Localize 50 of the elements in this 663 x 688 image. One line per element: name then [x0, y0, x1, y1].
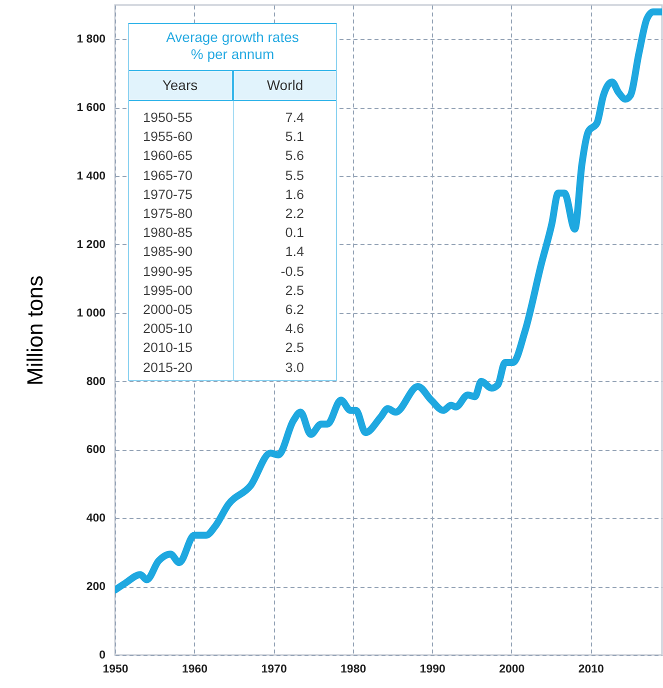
annotation: 4.6 [284, 320, 304, 338]
annotation: 1.6 [284, 186, 304, 204]
y-tick-label: 1 800 [76, 34, 106, 46]
x-tick-label: 1950 [102, 664, 128, 676]
annotation: 5.6 [284, 147, 304, 166]
annotation: 1980-85 [143, 224, 193, 242]
y-tick-label: 200 [86, 581, 106, 594]
annotation: 6.2 [284, 301, 304, 320]
x-tick-label: 1990 [420, 664, 446, 676]
annotation: 1990-95 [143, 262, 193, 281]
x-tick-label: 1960 [182, 664, 208, 676]
annotation: Average growth rates [165, 29, 300, 46]
annotation: 1950-55 [143, 109, 193, 127]
annotation: 1960-65 [143, 147, 193, 166]
annotation: 2.5 [284, 339, 304, 358]
annotation: 1995-00 [143, 282, 193, 300]
annotation: 5.1 [284, 128, 304, 146]
annotation: Years [162, 77, 198, 93]
annotation: 2005-10 [143, 320, 193, 338]
x-tick-label: 1970 [261, 664, 287, 676]
annotation: 0.1 [284, 224, 304, 242]
y-tick-label: 400 [86, 512, 106, 525]
y-tick-label: 1 200 [76, 238, 106, 251]
annotation: 2015-20 [143, 358, 193, 377]
annotation: 1955-60 [143, 128, 193, 146]
y-tick-label: 1 000 [76, 307, 106, 320]
annotation: World [266, 77, 304, 93]
annotation: -0.5 [280, 262, 304, 281]
annotation: 2.2 [284, 205, 304, 224]
annotation: 5.5 [284, 166, 304, 185]
annotation: 2000-05 [143, 301, 193, 320]
annotation: 1975-80 [143, 205, 193, 224]
y-tick-label: 600 [86, 444, 106, 456]
x-tick-label: 2010 [578, 664, 604, 676]
annotation: 7.4 [284, 109, 304, 127]
annotation: 3.0 [284, 358, 304, 377]
x-tick-label: 1980 [340, 664, 366, 676]
y-axis-title: Million tons [22, 275, 48, 386]
y-tick-label: 1 400 [76, 170, 106, 183]
annotation: 2010-15 [143, 339, 193, 358]
x-tick-label: 2000 [499, 664, 525, 676]
annotation: 1965-70 [143, 166, 193, 185]
annotation: 1985-90 [143, 243, 193, 262]
annotation: 2.5 [284, 282, 304, 300]
y-tick-label: 1 600 [76, 102, 106, 114]
annotation: 1970-75 [143, 186, 193, 204]
annotation: % per annum [190, 46, 276, 63]
y-tick-label: 0 [99, 650, 106, 662]
y-tick-label: 800 [86, 376, 106, 388]
annotation: 1.4 [284, 243, 304, 262]
